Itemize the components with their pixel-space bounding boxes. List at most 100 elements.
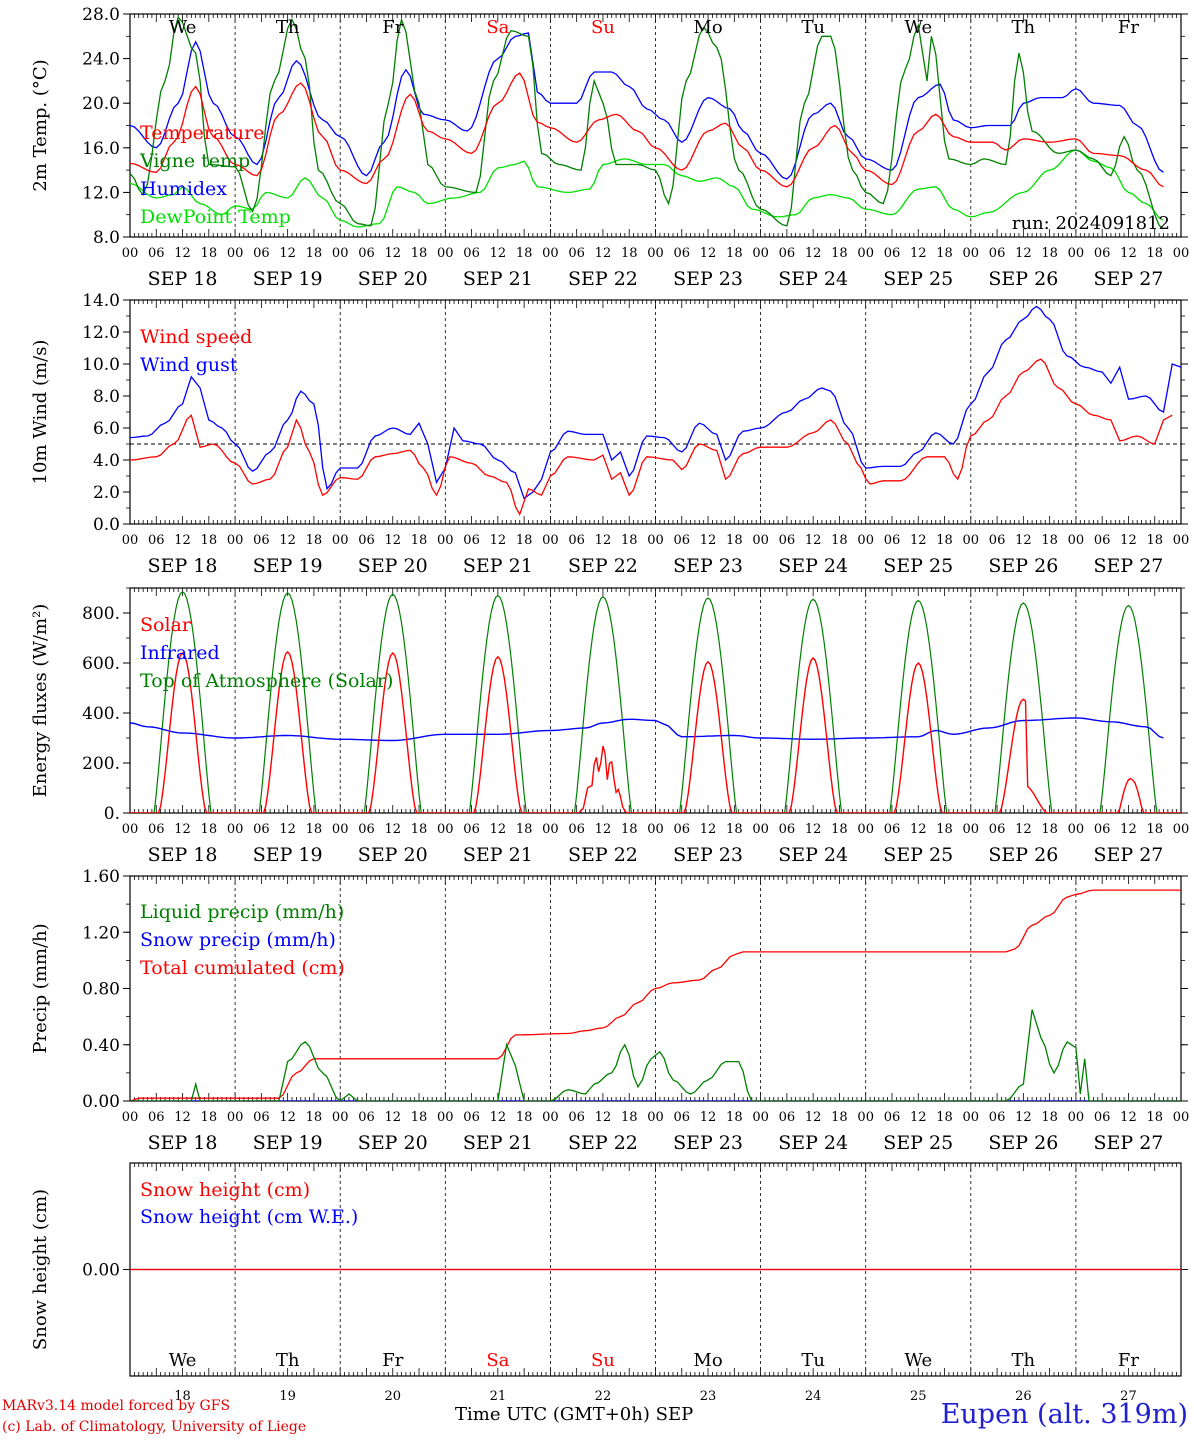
- day-number: 20: [384, 1389, 401, 1404]
- legend-dewpoint-temp: DewPoint Temp: [140, 206, 291, 228]
- date-label: SEP 21: [463, 1132, 533, 1154]
- y-axis-title: 2m Temp. (°C): [30, 59, 51, 191]
- hour-label: 06: [779, 533, 796, 548]
- hour-label: 12: [1015, 1110, 1032, 1125]
- date-label: SEP 21: [463, 555, 533, 577]
- hour-label: 00: [1173, 533, 1190, 548]
- hour-label: 12: [595, 533, 612, 548]
- y-tick-label: 10.0: [82, 355, 120, 375]
- day-name-bottom: Mo: [693, 1350, 722, 1371]
- hour-label: 18: [726, 533, 743, 548]
- hour-label: 00: [437, 1110, 454, 1125]
- date-label: SEP 27: [1094, 555, 1164, 577]
- y-axis-title: Energy fluxes (W/m²): [30, 604, 51, 798]
- hour-label: 00: [752, 1110, 769, 1125]
- date-label: SEP 23: [673, 555, 743, 577]
- hour-label: 06: [884, 533, 901, 548]
- date-label: SEP 27: [1094, 844, 1164, 866]
- hour-label: 18: [621, 1110, 638, 1125]
- day-name-top: Sa: [486, 17, 509, 38]
- date-label: SEP 20: [358, 268, 428, 290]
- date-label: SEP 22: [568, 1132, 638, 1154]
- hour-label: 18: [411, 246, 428, 261]
- hour-label: 12: [595, 822, 612, 837]
- panel-frame: [129, 13, 1182, 238]
- hour-label: 12: [910, 1110, 927, 1125]
- hour-label: 12: [174, 246, 191, 261]
- hour-label: 18: [201, 533, 218, 548]
- hour-label: 06: [568, 246, 585, 261]
- hour-label: 06: [358, 246, 375, 261]
- series-liquid-precip-mm-h-: [130, 1009, 1181, 1101]
- hour-label: 12: [805, 822, 822, 837]
- series-temperature: [130, 72, 1164, 188]
- hour-label: 06: [568, 1110, 585, 1125]
- legend-vigne-temp: Vigne temp: [139, 150, 250, 172]
- date-label: SEP 18: [148, 1132, 218, 1154]
- hour-label: 18: [936, 822, 953, 837]
- hour-label: 00: [542, 533, 559, 548]
- legend-snow-height-cm-w-e-: Snow height (cm W.E.): [140, 1206, 358, 1228]
- y-tick-label: 0.0: [93, 515, 120, 535]
- hour-label: 06: [674, 1110, 691, 1125]
- run-label: run: 2024091812: [1012, 213, 1170, 234]
- day-name-top: Th: [1012, 17, 1036, 38]
- hour-label: 00: [122, 246, 139, 261]
- hour-label: 12: [910, 822, 927, 837]
- hour-label: 12: [490, 533, 507, 548]
- date-label: SEP 19: [253, 555, 323, 577]
- hour-label: 06: [779, 246, 796, 261]
- hour-label: 18: [306, 533, 323, 548]
- day-number: 18: [174, 1389, 191, 1404]
- hour-label: 00: [122, 822, 139, 837]
- day-name-top: Tu: [801, 17, 825, 38]
- y-tick-label: 2.0: [93, 483, 120, 503]
- panel-temperature: 8.0 12.0 16.0 20.0 24.0 28.0 2m Temp. (°C) Temp…: [30, 5, 1189, 290]
- date-label: SEP 18: [148, 844, 218, 866]
- hour-label: 06: [989, 246, 1006, 261]
- hour-label: 12: [279, 1110, 296, 1125]
- hour-label: 00: [542, 246, 559, 261]
- hour-label: 12: [384, 1110, 401, 1125]
- legend-top-of-atmosphere-solar-: Top of Atmosphere (Solar): [140, 670, 393, 692]
- day-name-bottom: Su: [591, 1350, 615, 1371]
- y-tick-label: 200.: [82, 754, 120, 774]
- hour-label: 06: [253, 1110, 270, 1125]
- date-label: SEP 20: [358, 844, 428, 866]
- legend-snow-height-cm-: Snow height (cm): [140, 1179, 310, 1201]
- hour-label: 18: [1146, 246, 1163, 261]
- y-tick-label: 28.0: [82, 5, 120, 25]
- date-label: SEP 20: [358, 1132, 428, 1154]
- hour-label: 06: [1094, 246, 1111, 261]
- hour-label: 12: [174, 533, 191, 548]
- hour-label: 00: [437, 822, 454, 837]
- hour-label: 06: [463, 246, 480, 261]
- date-label: SEP 27: [1094, 268, 1164, 290]
- y-tick-label: 0.00: [82, 1261, 120, 1281]
- hour-label: 18: [411, 1110, 428, 1125]
- panel-frame: [129, 299, 1182, 525]
- hour-label: 12: [1015, 533, 1032, 548]
- day-number: 22: [595, 1389, 612, 1404]
- panel-energy: 0. 200. 400. 600. 800. Energy fluxes (W/m²) So…: [30, 587, 1189, 866]
- hour-label: 00: [227, 1110, 244, 1125]
- y-tick-label: 12.0: [82, 183, 120, 203]
- hour-label: 18: [726, 822, 743, 837]
- hour-label: 00: [963, 246, 980, 261]
- hour-label: 12: [174, 1110, 191, 1125]
- date-label: SEP 23: [673, 844, 743, 866]
- hour-label: 06: [568, 822, 585, 837]
- hour-label: 18: [516, 246, 533, 261]
- hour-label: 18: [1146, 822, 1163, 837]
- hour-label: 12: [174, 822, 191, 837]
- hour-label: 18: [411, 822, 428, 837]
- day-name-top: Fr: [382, 17, 403, 38]
- hour-label: 00: [332, 533, 349, 548]
- day-number: 25: [910, 1389, 927, 1404]
- hour-label: 00: [647, 246, 664, 261]
- y-tick-label: 6.0: [93, 419, 120, 439]
- hour-label: 00: [1173, 246, 1190, 261]
- day-number: 21: [490, 1389, 507, 1404]
- hour-label: 18: [936, 1110, 953, 1125]
